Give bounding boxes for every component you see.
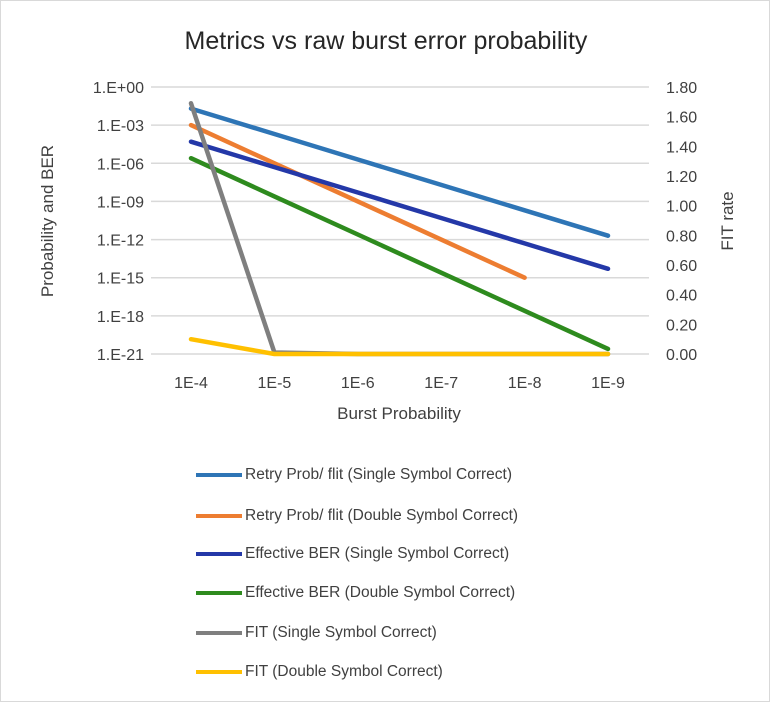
y2-tick-label: 0.40	[666, 288, 697, 305]
y-tick-label: 1.E-12	[97, 233, 144, 250]
x-tick-label: 1E-9	[591, 375, 625, 392]
x-axis-title: Burst Probability	[337, 404, 461, 423]
x-tick-label: 1E-6	[341, 375, 375, 392]
series-line	[188, 336, 611, 357]
legend-item: Retry Prob/ flit (Single Symbol Correct)	[196, 465, 512, 485]
y2-tick-label: 1.60	[666, 110, 697, 127]
legend-swatch	[196, 473, 242, 477]
y2-tick-label: 1.20	[666, 169, 697, 186]
y-tick-label: 1.E-15	[97, 271, 144, 288]
legend-swatch	[196, 670, 242, 674]
x-tick-label: 1E-7	[424, 375, 458, 392]
y-tick-label: 1.E-18	[97, 309, 144, 326]
y-tick-label: 1.E-06	[97, 156, 144, 173]
legend-item: Effective BER (Single Symbol Correct)	[196, 544, 509, 564]
x-tick-label: 1E-5	[258, 375, 292, 392]
legend-item: FIT (Double Symbol Correct)	[196, 662, 443, 682]
legend-label: Effective BER (Single Symbol Correct)	[245, 545, 510, 562]
y-tick-label: 1.E-03	[97, 118, 144, 135]
legend-swatch	[196, 631, 242, 635]
series-line	[188, 122, 527, 280]
y2-tick-label: 0.00	[666, 347, 697, 364]
legend-swatch	[196, 591, 242, 595]
x-tick-label: 1E-4	[174, 375, 208, 392]
legend-swatch	[196, 552, 242, 556]
series-line	[188, 139, 611, 272]
legend-item: FIT (Single Symbol Correct)	[196, 623, 437, 643]
x-tick-label: 1E-8	[508, 375, 542, 392]
y-axis-title: Probability and BER	[38, 145, 57, 297]
y-tick-label: 1.E-09	[97, 194, 144, 211]
y2-axis-title: FIT rate	[718, 191, 737, 250]
legend-label: Retry Prob/ flit (Double Symbol Correct)	[245, 507, 519, 524]
y-tick-label: 1.E+00	[93, 80, 144, 97]
y2-tick-label: 1.80	[666, 80, 697, 97]
series-line	[188, 106, 611, 238]
y2-tick-label: 0.80	[666, 228, 697, 245]
y-tick-label: 1.E-21	[97, 347, 144, 364]
legend-item: Effective BER (Double Symbol Correct)	[196, 583, 515, 603]
legend-label: FIT (Single Symbol Correct)	[245, 624, 437, 641]
legend-swatch	[196, 514, 242, 518]
y2-tick-label: 1.40	[666, 139, 697, 156]
legend-label: FIT (Double Symbol Correct)	[245, 663, 443, 680]
y2-tick-label: 1.00	[666, 199, 697, 216]
legend-label: Retry Prob/ flit (Single Symbol Correct)	[245, 466, 513, 483]
legend-item: Retry Prob/ flit (Double Symbol Correct)	[196, 506, 518, 526]
series-line	[188, 155, 611, 352]
chart-title: Metrics vs raw burst error probability	[184, 27, 588, 55]
y2-tick-label: 0.60	[666, 258, 697, 275]
legend-label: Effective BER (Double Symbol Correct)	[245, 584, 516, 601]
y2-tick-label: 0.20	[666, 317, 697, 334]
